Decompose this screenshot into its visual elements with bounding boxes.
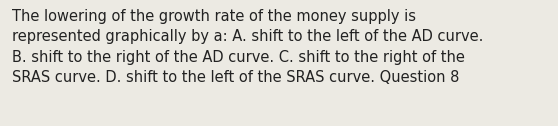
Text: The lowering of the growth rate of the money supply is
represented graphically b: The lowering of the growth rate of the m… — [12, 9, 484, 85]
